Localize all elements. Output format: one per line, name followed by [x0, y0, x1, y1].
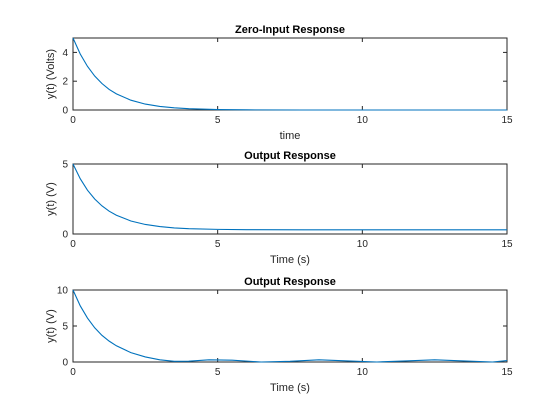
subplot-1-xtick-label: 0	[70, 115, 76, 126]
subplot-3-ytick-label: 5	[62, 322, 68, 333]
subplot-3-ytick-label: 10	[57, 286, 69, 297]
subplot-2-xtick-label: 0	[70, 239, 76, 250]
subplot-3-title: Output Response	[244, 276, 336, 288]
subplot-2-xtick-label: 5	[215, 239, 221, 250]
subplot-1: 0 5 10 15 0 2 4 Zero-Input Response time y(t) (Vo…	[45, 24, 513, 142]
subplot-2-xlabel: Time (s)	[270, 254, 310, 266]
subplot-2-ytick-label: 0	[62, 230, 68, 241]
subplot-1-ytick-label: 2	[62, 77, 68, 88]
subplot-1-axes-box	[73, 38, 507, 110]
subplot-2-ylabel: y(t) (V)	[45, 182, 57, 216]
subplot-1-ylabel: y(t) (Volts)	[45, 49, 57, 99]
subplot-1-ytick-label: 4	[62, 48, 68, 59]
subplot-1-xtick-label: 10	[357, 115, 369, 126]
subplot-2-axes-box	[73, 164, 507, 234]
subplot-2: 0 5 10 15 0 5 Output Response Time (s) y(t) (V)	[45, 150, 513, 266]
subplot-3-ytick-label: 0	[62, 358, 68, 369]
subplot-3-xtick-label: 0	[70, 367, 76, 378]
subplot-1-xtick-label: 15	[501, 115, 513, 126]
subplot-3-ylabel: y(t) (V)	[45, 309, 57, 343]
subplot-3-axes-box	[73, 290, 507, 362]
subplot-3-xtick-label: 10	[357, 367, 369, 378]
subplot-2-xtick-label: 15	[501, 239, 513, 250]
subplot-3-xtick-label: 15	[501, 367, 513, 378]
subplot-1-xtick-label: 5	[215, 115, 221, 126]
subplot-3-xtick-label: 5	[215, 367, 221, 378]
subplot-1-title: Zero-Input Response	[235, 24, 345, 36]
subplot-3-xlabel: Time (s)	[270, 382, 310, 394]
subplot-2-title: Output Response	[244, 150, 336, 162]
subplot-3: 0 5 10 15 0 5 10 Output Response Time (s) y(t) (V…	[45, 276, 513, 394]
subplot-1-xlabel: time	[280, 130, 301, 142]
subplot-2-xtick-label: 10	[357, 239, 369, 250]
subplot-2-ytick-label: 5	[62, 160, 68, 171]
subplot-1-ytick-label: 0	[62, 106, 68, 117]
